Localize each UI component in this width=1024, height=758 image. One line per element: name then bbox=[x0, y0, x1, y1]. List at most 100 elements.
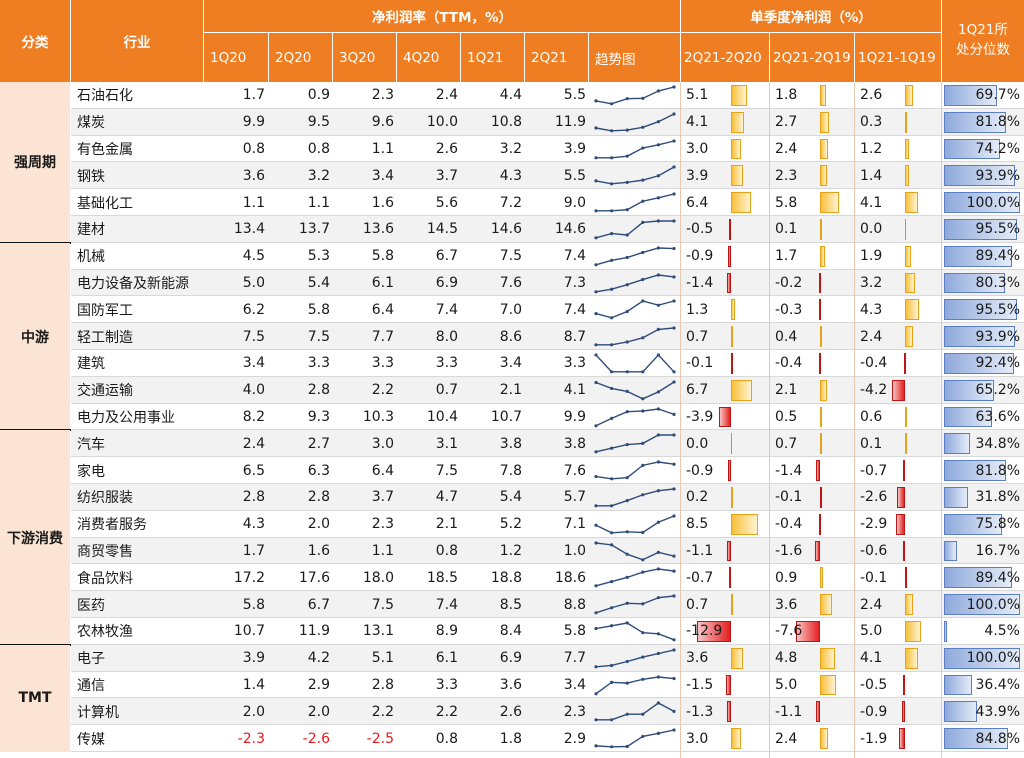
sparkline-point bbox=[656, 632, 660, 636]
percentile-bar bbox=[944, 379, 994, 401]
ttm-value: 3.8 bbox=[499, 435, 522, 452]
sparkline-point bbox=[656, 460, 660, 464]
sparkline-point bbox=[594, 353, 598, 357]
quarter-change-bar bbox=[905, 245, 912, 267]
quarter-change-value: 2.4 bbox=[860, 596, 883, 613]
quarter-change-bar bbox=[731, 165, 744, 187]
quarter-change-bar bbox=[820, 379, 827, 401]
header-cmp-1: 2Q21-2Q20 bbox=[681, 33, 769, 82]
sparkline-point bbox=[625, 552, 629, 556]
sparkline-point bbox=[594, 236, 598, 240]
trend-sparkline bbox=[594, 272, 676, 293]
quarter-change-value: -12.9 bbox=[686, 623, 723, 640]
ttm-value: 1.2 bbox=[499, 542, 522, 559]
trend-sparkline bbox=[594, 246, 676, 267]
ttm-value: 4.5 bbox=[242, 248, 265, 265]
sparkline-point bbox=[625, 340, 629, 344]
ttm-value: 1.1 bbox=[371, 542, 394, 559]
industry-name: 食品饮料 bbox=[77, 570, 133, 587]
sparkline-point bbox=[625, 208, 629, 212]
quarter-change-value: 0.5 bbox=[775, 408, 798, 425]
sparkline-line bbox=[595, 300, 675, 319]
sparkline-point bbox=[656, 550, 660, 554]
sparkline-point bbox=[656, 567, 660, 571]
trend-sparkline bbox=[594, 192, 676, 213]
percentile-value: 69.7% bbox=[975, 87, 1020, 104]
sparkline-point bbox=[656, 327, 660, 332]
quarter-change-bar bbox=[731, 647, 743, 669]
quarter-change-value: 5.8 bbox=[775, 194, 798, 211]
sparkline-point bbox=[625, 576, 629, 580]
header-cmp-2: 2Q21-2Q19 bbox=[770, 33, 854, 82]
quarter-change-value: 0.0 bbox=[686, 435, 709, 452]
ttm-value: 8.9 bbox=[435, 623, 458, 640]
quarter-change-value: 1.4 bbox=[860, 167, 883, 184]
table-row bbox=[71, 350, 1024, 377]
trend-sparkline bbox=[594, 648, 676, 669]
quarter-change-bar bbox=[904, 567, 907, 589]
ttm-value: 7.5 bbox=[435, 462, 458, 479]
percentile-bar bbox=[944, 621, 948, 642]
quarter-change-value: -0.6 bbox=[860, 542, 888, 559]
header-percentile-line1: 1Q21所 bbox=[958, 22, 1008, 39]
quarter-change-bar bbox=[820, 111, 829, 133]
sparkline-line bbox=[595, 434, 674, 453]
category-cell: 下游消费 bbox=[0, 430, 70, 645]
quarter-change-bar bbox=[903, 540, 906, 562]
sparkline-point bbox=[594, 380, 598, 384]
ttm-value: 6.7 bbox=[307, 596, 330, 613]
percentile-value: 92.4% bbox=[975, 355, 1020, 372]
ttm-value: 2.2 bbox=[371, 382, 394, 399]
sparkline-line bbox=[596, 702, 675, 721]
quarter-change-value: -0.1 bbox=[775, 489, 803, 506]
quarter-change-value: 0.3 bbox=[860, 114, 883, 131]
quarter-change-value: 4.8 bbox=[775, 650, 798, 667]
sparkline-point bbox=[656, 119, 660, 124]
quarter-change-value: 2.4 bbox=[775, 730, 798, 747]
header-category: 分类 bbox=[0, 0, 70, 82]
sparkline-point bbox=[641, 396, 645, 401]
industry-name: 钢铁 bbox=[77, 168, 105, 185]
trend-sparkline bbox=[594, 165, 676, 186]
percentile-bar bbox=[944, 433, 971, 455]
sparkline-point bbox=[656, 196, 660, 200]
ttm-value: 6.1 bbox=[371, 274, 394, 291]
ttm-value: 0.7 bbox=[435, 382, 458, 399]
sparkline-point bbox=[641, 336, 645, 340]
percentile-bar bbox=[944, 647, 1020, 669]
sparkline-point bbox=[656, 89, 660, 93]
quarter-change-bar bbox=[815, 460, 820, 481]
sparkline-point bbox=[656, 142, 660, 146]
percentile-value: 34.8% bbox=[975, 435, 1020, 452]
sparkline-point bbox=[625, 659, 629, 663]
ttm-value: 3.9 bbox=[242, 650, 265, 667]
quarter-change-bar bbox=[731, 85, 748, 106]
sparkline-point bbox=[594, 262, 598, 267]
sparkline-point bbox=[625, 389, 629, 393]
quarter-change-bar bbox=[905, 647, 919, 669]
ttm-value: 7.5 bbox=[499, 248, 522, 265]
quarter-change-value: -1.4 bbox=[775, 462, 803, 479]
sparkline-point bbox=[594, 179, 598, 183]
sparkline-point bbox=[641, 655, 645, 659]
trend-sparkline bbox=[594, 353, 676, 374]
ttm-value: 11.9 bbox=[554, 114, 586, 131]
ttm-value: 7.1 bbox=[563, 516, 586, 533]
industry-name: 计算机 bbox=[77, 704, 119, 721]
quarter-change-value: 0.4 bbox=[775, 328, 798, 345]
quarter-change-value: 3.0 bbox=[686, 140, 709, 157]
sparkline-line bbox=[595, 729, 675, 748]
sparkline-point bbox=[672, 219, 676, 223]
table-row bbox=[71, 108, 1024, 136]
quarter-change-bar bbox=[731, 433, 732, 455]
quarter-change-value: -7.6 bbox=[775, 623, 803, 640]
ttm-value: 7.2 bbox=[499, 194, 522, 211]
sparkline-point bbox=[610, 287, 614, 291]
sparkline-line bbox=[595, 86, 675, 105]
quarter-change-bar bbox=[820, 219, 822, 240]
ttm-value: 5.6 bbox=[435, 194, 458, 211]
sparkline-point bbox=[594, 691, 598, 695]
ttm-value: 2.7 bbox=[307, 435, 330, 452]
sparkline-point bbox=[594, 209, 598, 213]
ttm-value: 5.5 bbox=[563, 87, 586, 104]
